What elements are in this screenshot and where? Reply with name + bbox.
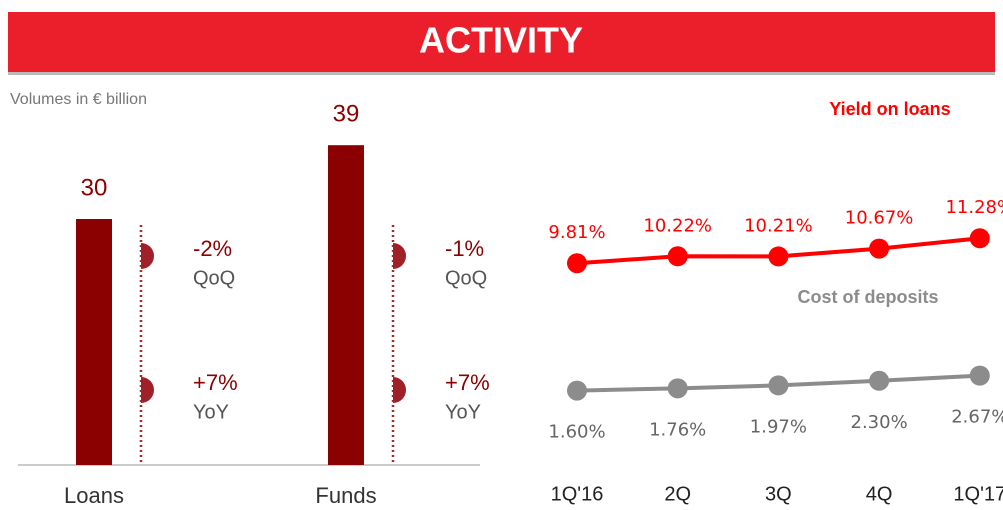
- point: [567, 253, 587, 274]
- bar: [76, 219, 112, 465]
- point: [768, 375, 789, 396]
- series-name: Yield on loans: [829, 99, 950, 119]
- point: [869, 370, 890, 391]
- half-dot: [393, 377, 406, 403]
- value-label: 1.60%: [548, 422, 605, 443]
- x-tick-label: 1Q'17: [953, 483, 1003, 505]
- category-label: Loans: [64, 483, 124, 508]
- category-label: Funds: [315, 483, 376, 508]
- half-dot: [393, 243, 406, 269]
- point: [768, 246, 789, 267]
- change-value: -2%: [193, 236, 232, 261]
- change-period: QoQ: [193, 267, 235, 289]
- point: [869, 238, 890, 259]
- point: [969, 228, 990, 249]
- x-tick-label: 4Q: [866, 483, 893, 505]
- header-bar: [8, 12, 995, 72]
- x-tick-label: 1Q'16: [551, 483, 604, 505]
- value-label: 30: [81, 174, 108, 201]
- x-tick-label: 3Q: [765, 483, 792, 505]
- change-value: +7%: [445, 370, 490, 395]
- point: [667, 378, 688, 399]
- value-label: 2.67%: [951, 407, 1003, 428]
- change-value: -1%: [445, 236, 484, 261]
- value-label: 10.21%: [744, 215, 813, 236]
- header-shadow: [8, 72, 995, 75]
- change-value: +7%: [193, 370, 238, 395]
- series-name: Cost of deposits: [797, 287, 938, 307]
- point: [969, 365, 990, 386]
- value-label: 39: [333, 101, 360, 128]
- title: ACTIVITY: [419, 20, 583, 61]
- value-label: 1.76%: [649, 419, 706, 440]
- x-tick-label: 2Q: [664, 483, 691, 505]
- point: [667, 246, 688, 267]
- half-dot: [141, 243, 154, 269]
- value-label: 2.30%: [851, 412, 908, 433]
- point: [567, 380, 587, 401]
- change-period: YoY: [445, 401, 481, 423]
- value-label: 11.28%: [945, 197, 1003, 218]
- value-label: 10.22%: [643, 215, 712, 236]
- value-label: 10.67%: [845, 208, 914, 229]
- bar: [328, 145, 364, 465]
- half-dot: [141, 377, 154, 403]
- change-period: YoY: [193, 401, 229, 423]
- value-label: 9.81%: [548, 222, 605, 243]
- change-period: QoQ: [445, 267, 487, 289]
- subtitle: Volumes in € billion: [10, 91, 147, 108]
- value-label: 1.97%: [750, 416, 807, 437]
